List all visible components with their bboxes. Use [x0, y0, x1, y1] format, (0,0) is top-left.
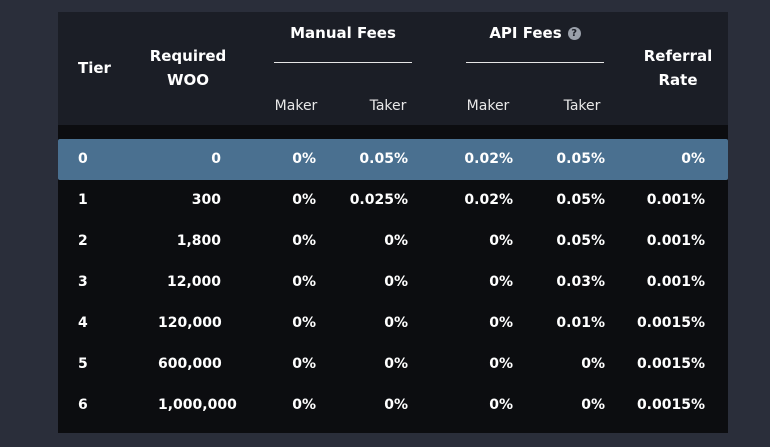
cell-required-woo: 300	[191, 192, 221, 208]
header-api-maker: Maker	[466, 98, 510, 114]
cell-tier: 4	[78, 315, 88, 331]
header-manual-maker: Maker	[274, 98, 318, 114]
cell-api-taker: 0.01%	[556, 315, 605, 331]
cell-required-woo: 1,800	[176, 233, 221, 249]
cell-tier: 3	[78, 274, 88, 290]
cell-api-taker: 0.03%	[556, 274, 605, 290]
cell-manual-taker: 0%	[384, 233, 408, 249]
cell-manual-maker: 0%	[292, 151, 316, 167]
header-api-fees-label: API Fees	[489, 24, 562, 42]
cell-tier: 6	[78, 397, 88, 413]
header-api-fees: API Fees?	[466, 21, 604, 45]
cell-manual-maker: 0%	[292, 315, 316, 331]
cell-manual-taker: 0.025%	[349, 192, 408, 208]
header-referral-line2: Rate	[658, 71, 698, 89]
cell-manual-taker: 0.05%	[359, 151, 408, 167]
info-icon[interactable]: ?	[567, 27, 581, 40]
cell-api-maker: 0%	[489, 315, 513, 331]
table-row-tier-4[interactable]: 4 120,000 0% 0% 0% 0.01% 0.0015%	[58, 303, 728, 344]
cell-referral-rate: 0.001%	[646, 192, 705, 208]
header-referral-line1: Referral	[643, 47, 713, 65]
header-manual-fees: Manual Fees	[290, 24, 396, 42]
header-required-line1: Required	[149, 47, 227, 65]
table-header: Tier Required WOO Manual Fees API Fees? …	[58, 12, 728, 125]
cell-referral-rate: 0.001%	[646, 233, 705, 249]
cell-required-woo: 600,000	[158, 356, 222, 372]
header-required-line2: WOO	[166, 71, 210, 89]
cell-required-woo: 0	[211, 151, 221, 167]
table-row-tier-0[interactable]: 0 0 0% 0.05% 0.02% 0.05% 0%	[58, 139, 728, 180]
cell-manual-taker: 0%	[384, 356, 408, 372]
cell-referral-rate: 0.0015%	[636, 397, 705, 413]
cell-tier: 1	[78, 192, 88, 208]
cell-required-woo: 12,000	[166, 274, 221, 290]
fee-tier-table: Tier Required WOO Manual Fees API Fees? …	[58, 12, 728, 433]
table-row-tier-5[interactable]: 5 600,000 0% 0% 0% 0% 0.0015%	[58, 344, 728, 385]
cell-required-woo: 120,000	[158, 315, 222, 331]
header-tier: Tier	[78, 59, 111, 77]
cell-referral-rate: 0.0015%	[636, 356, 705, 372]
cell-api-taker: 0%	[581, 397, 605, 413]
header-manual-taker: Taker	[369, 98, 407, 114]
manual-fees-divider	[274, 62, 412, 63]
table-row-tier-2[interactable]: 2 1,800 0% 0% 0% 0.05% 0.001%	[58, 221, 728, 262]
cell-manual-taker: 0%	[384, 274, 408, 290]
api-fees-divider	[466, 62, 604, 63]
cell-tier: 2	[78, 233, 88, 249]
table-row-tier-3[interactable]: 3 12,000 0% 0% 0% 0.03% 0.001%	[58, 262, 728, 303]
cell-api-maker: 0%	[489, 233, 513, 249]
cell-manual-maker: 0%	[292, 274, 316, 290]
table-row-tier-1[interactable]: 1 300 0% 0.025% 0.02% 0.05% 0.001%	[58, 180, 728, 221]
cell-api-maker: 0%	[489, 274, 513, 290]
cell-manual-maker: 0%	[292, 397, 316, 413]
cell-tier: 0	[78, 151, 88, 167]
cell-api-maker: 0.02%	[464, 151, 513, 167]
cell-tier: 5	[78, 356, 88, 372]
cell-api-taker: 0.05%	[556, 233, 605, 249]
cell-api-maker: 0%	[489, 356, 513, 372]
cell-api-maker: 0.02%	[464, 192, 513, 208]
cell-manual-maker: 0%	[292, 192, 316, 208]
table-row-tier-6[interactable]: 6 1,000,000 0% 0% 0% 0% 0.0015%	[58, 385, 728, 426]
cell-referral-rate: 0.001%	[646, 274, 705, 290]
cell-manual-maker: 0%	[292, 233, 316, 249]
cell-referral-rate: 0%	[681, 151, 705, 167]
cell-manual-taker: 0%	[384, 397, 408, 413]
cell-manual-taker: 0%	[384, 315, 408, 331]
cell-api-taker: 0.05%	[556, 192, 605, 208]
header-api-taker: Taker	[563, 98, 601, 114]
cell-manual-maker: 0%	[292, 356, 316, 372]
cell-referral-rate: 0.0015%	[636, 315, 705, 331]
cell-api-taker: 0%	[581, 356, 605, 372]
table-body: 0 0 0% 0.05% 0.02% 0.05% 0% 1 300 0% 0.0…	[58, 139, 728, 426]
cell-api-maker: 0%	[489, 397, 513, 413]
cell-required-woo: 1,000,000	[158, 397, 237, 413]
cell-api-taker: 0.05%	[556, 151, 605, 167]
